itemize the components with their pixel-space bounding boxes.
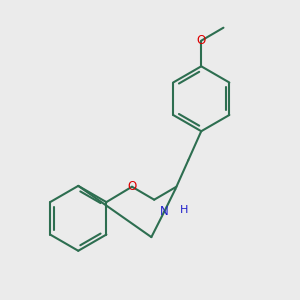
- Text: H: H: [180, 205, 188, 215]
- Text: O: O: [128, 180, 136, 193]
- Text: O: O: [196, 34, 206, 47]
- Text: N: N: [160, 205, 169, 218]
